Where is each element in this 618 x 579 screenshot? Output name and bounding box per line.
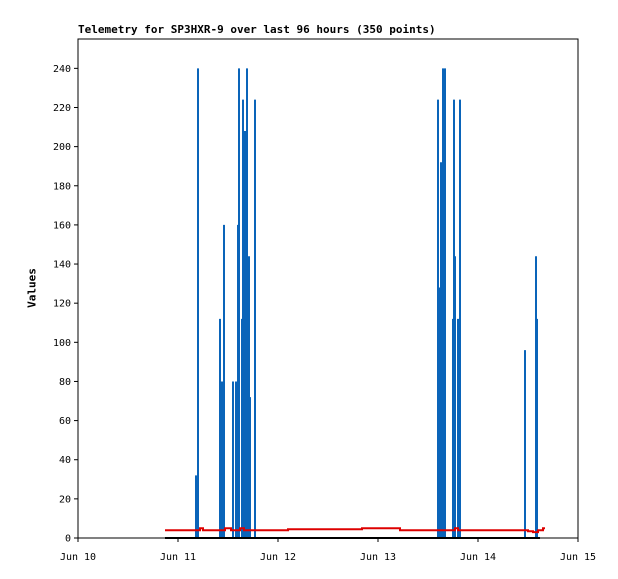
chart-title: Telemetry for SP3HXR-9 over last 96 hour…: [78, 23, 436, 36]
x-tick-label: Jun 11: [160, 552, 196, 563]
x-tick-label: Jun 12: [260, 552, 296, 563]
y-tick-label: 20: [59, 494, 71, 505]
y-tick-label: 40: [59, 455, 71, 466]
spike-series: [195, 68, 538, 538]
y-tick-label: 160: [53, 220, 71, 231]
x-tick-label: Jun 10: [60, 552, 96, 563]
y-tick-label: 180: [53, 181, 71, 192]
y-tick-label: 200: [53, 142, 71, 153]
y-tick-label: 100: [53, 338, 71, 349]
y-tick-label: 240: [53, 64, 71, 75]
x-tick-label: Jun 15: [560, 552, 596, 563]
baseline-line: [165, 527, 545, 534]
y-tick-label: 220: [53, 103, 71, 114]
x-tick-label: Jun 13: [360, 552, 396, 563]
y-tick-label: 140: [53, 260, 71, 271]
y-tick-label: 0: [65, 534, 71, 545]
y-tick-label: 120: [53, 299, 71, 310]
y-tick-label: 60: [59, 416, 71, 427]
axes: 0 20 40 60 80 100 120 140 160 180 200 220 240 Jun 10 J…: [53, 38, 596, 563]
plot-frame: [77, 38, 579, 539]
x-tick-label: Jun 14: [460, 552, 496, 563]
y-tick-label: 80: [59, 377, 71, 388]
